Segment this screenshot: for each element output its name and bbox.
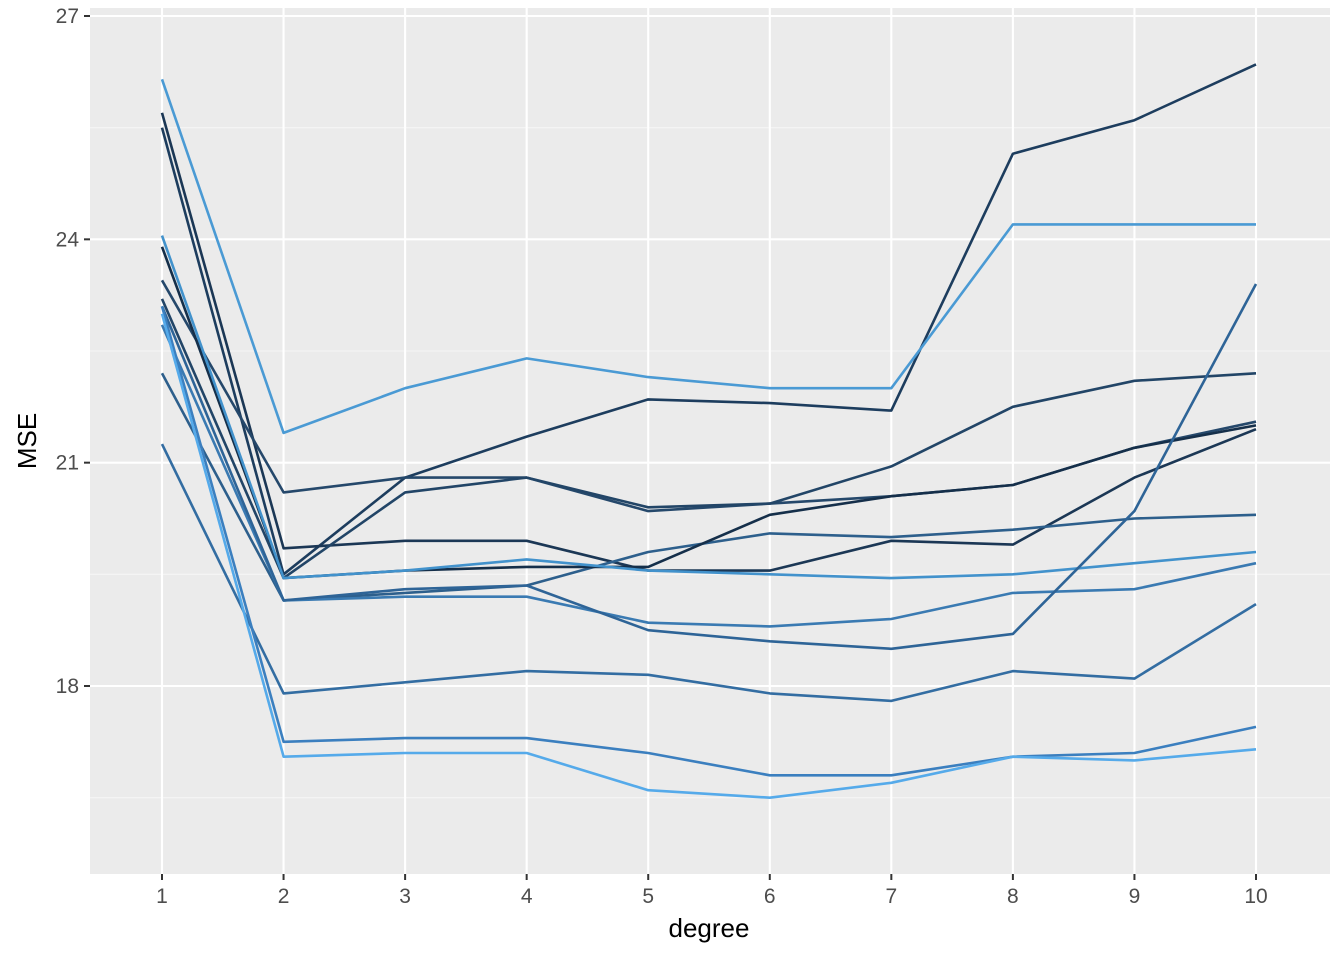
x-axis-title: degree bbox=[669, 913, 750, 943]
series-line-10 bbox=[160, 283, 1258, 651]
series-line-11 bbox=[160, 443, 1257, 703]
series-line-13 bbox=[160, 313, 1257, 800]
x-tick-label: 9 bbox=[1129, 885, 1141, 908]
series-line-1 bbox=[160, 63, 1257, 576]
x-tick-label: 3 bbox=[399, 885, 411, 908]
grid-major bbox=[90, 8, 1330, 874]
series-layer bbox=[160, 63, 1258, 800]
series-line-2 bbox=[160, 78, 1256, 435]
y-axis: 18 21 24 27 bbox=[56, 5, 90, 698]
grid-minor bbox=[90, 127, 1330, 799]
series-line-4 bbox=[160, 372, 1257, 602]
x-tick-label: 10 bbox=[1244, 885, 1267, 908]
x-tick-label: 5 bbox=[642, 885, 654, 908]
y-axis-title: MSE bbox=[12, 413, 42, 469]
series-line-9 bbox=[160, 324, 1257, 628]
y-tick-label: 18 bbox=[56, 675, 79, 698]
series-line-6 bbox=[160, 298, 1257, 580]
x-tick-label: 8 bbox=[1007, 885, 1019, 908]
series-line-12 bbox=[160, 305, 1257, 777]
x-tick-label: 1 bbox=[156, 885, 168, 908]
x-tick-label: 7 bbox=[885, 885, 897, 908]
y-tick-label: 24 bbox=[56, 228, 80, 251]
x-axis: 1 2 3 4 5 6 7 8 9 10 bbox=[156, 874, 1268, 908]
x-tick-label: 2 bbox=[278, 885, 290, 908]
series-line-3 bbox=[160, 112, 1257, 572]
plot-panel bbox=[90, 8, 1330, 874]
y-tick-label: 27 bbox=[56, 5, 79, 28]
series-line-8 bbox=[160, 235, 1257, 580]
y-tick-label: 21 bbox=[56, 452, 79, 475]
x-tick-label: 4 bbox=[521, 885, 533, 908]
x-tick-label: 6 bbox=[764, 885, 776, 908]
